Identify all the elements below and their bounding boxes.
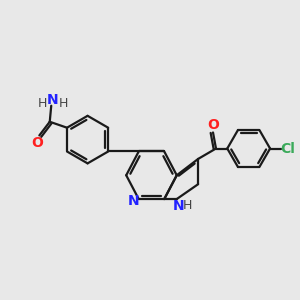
Text: N: N bbox=[128, 194, 139, 208]
Text: H: H bbox=[38, 98, 47, 110]
Text: H: H bbox=[59, 98, 68, 110]
Text: O: O bbox=[31, 136, 43, 150]
Text: Cl: Cl bbox=[280, 142, 295, 155]
Text: H: H bbox=[182, 200, 192, 212]
Text: N: N bbox=[173, 199, 184, 213]
Text: O: O bbox=[207, 118, 219, 132]
Text: N: N bbox=[47, 93, 58, 107]
